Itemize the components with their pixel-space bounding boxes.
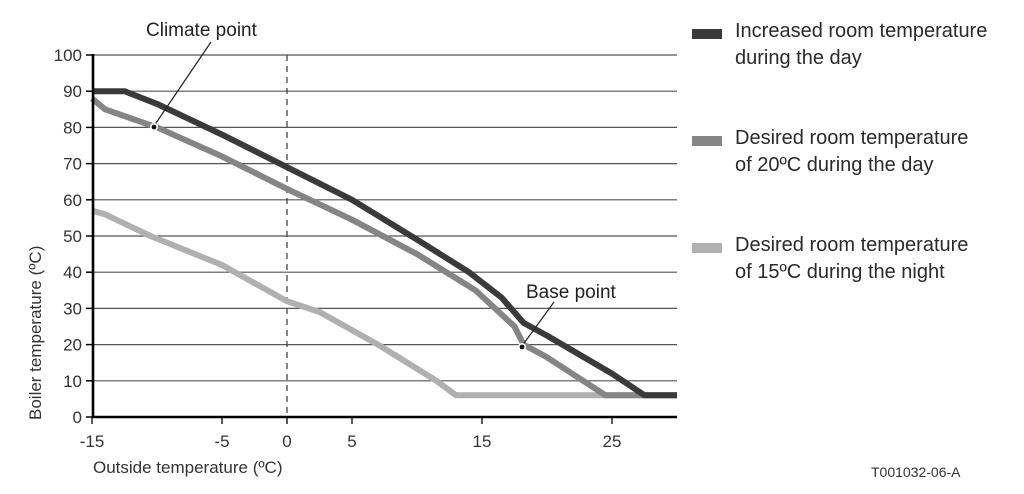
series-line xyxy=(91,207,677,399)
climate-point-leader xyxy=(153,41,212,127)
climate-point-annotation: Climate point xyxy=(146,20,258,131)
legend-swatch-medium xyxy=(692,136,722,146)
figure-id: T001032-06-A xyxy=(871,464,961,480)
x-axis-title: Outside temperature (ºC) xyxy=(93,458,283,477)
x-tick-label: 15 xyxy=(473,432,492,451)
x-tick-label: 25 xyxy=(603,432,622,451)
y-tick-label: 90 xyxy=(63,82,82,101)
y-axis-ticks: 0 10 20 30 40 50 60 70 80 90 100 xyxy=(54,46,92,427)
series-line xyxy=(92,88,677,399)
y-tick-label: 80 xyxy=(63,118,82,137)
legend-label: Desired room temperature of 20ºC during … xyxy=(735,127,969,176)
climate-point-dot xyxy=(151,124,157,130)
y-tick-label: 10 xyxy=(63,372,82,391)
y-tick-label: 30 xyxy=(63,299,82,318)
y-tick-label: 0 xyxy=(73,408,82,427)
y-tick-label: 50 xyxy=(63,227,82,246)
y-tick-label: 100 xyxy=(54,46,82,65)
base-point-dot xyxy=(519,344,525,350)
base-point-leader xyxy=(521,301,555,347)
legend-swatch-light xyxy=(692,243,722,253)
base-point-annotation: Base point xyxy=(518,282,617,351)
climate-point-label: Climate point xyxy=(146,20,258,41)
y-tick-label: 20 xyxy=(63,336,82,355)
y-tick-label: 70 xyxy=(63,155,82,174)
x-tick-label: 0 xyxy=(282,432,291,451)
legend-label: Desired room temperature of 15ºC during … xyxy=(735,234,969,283)
legend-label: Increased room temperature during the da… xyxy=(735,20,988,69)
y-tick-label: 40 xyxy=(63,263,82,282)
y-tick-label: 60 xyxy=(63,191,82,210)
base-point-label: Base point xyxy=(526,282,617,303)
x-tick-label: 5 xyxy=(347,432,356,451)
x-tick-label: -15 xyxy=(80,432,105,451)
series-lines xyxy=(90,88,677,399)
x-axis-ticks: -15 -5 0 5 15 25 xyxy=(80,417,622,451)
y-axis-title: Boiler temperature (ºC) xyxy=(26,246,45,420)
series-line xyxy=(90,96,677,399)
legend-swatch-dark xyxy=(692,29,722,39)
x-tick-label: -5 xyxy=(214,432,229,451)
